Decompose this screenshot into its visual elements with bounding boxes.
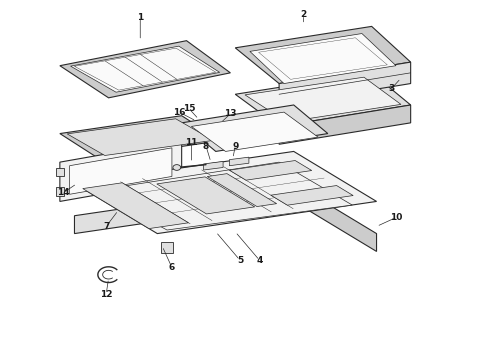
Bar <box>56 187 64 196</box>
Polygon shape <box>60 41 230 98</box>
Text: 15: 15 <box>183 104 195 113</box>
Polygon shape <box>229 157 249 166</box>
Polygon shape <box>74 152 376 234</box>
Text: 2: 2 <box>300 10 307 19</box>
Text: 11: 11 <box>185 138 197 147</box>
Polygon shape <box>60 116 220 158</box>
Text: 1: 1 <box>137 13 144 22</box>
Text: 9: 9 <box>232 141 239 150</box>
Polygon shape <box>182 105 328 152</box>
Polygon shape <box>94 162 352 230</box>
Polygon shape <box>271 185 353 205</box>
Bar <box>161 242 173 252</box>
Text: 12: 12 <box>100 290 112 299</box>
Text: 7: 7 <box>103 222 109 231</box>
Text: 14: 14 <box>57 188 70 197</box>
Polygon shape <box>259 38 388 79</box>
Text: 6: 6 <box>169 263 175 272</box>
Polygon shape <box>157 177 255 214</box>
Polygon shape <box>60 141 182 202</box>
Polygon shape <box>192 112 318 152</box>
Polygon shape <box>229 161 312 180</box>
Polygon shape <box>71 46 220 92</box>
Polygon shape <box>279 105 411 144</box>
Text: 3: 3 <box>388 84 394 93</box>
Polygon shape <box>207 174 277 207</box>
Circle shape <box>173 165 181 170</box>
Polygon shape <box>250 33 396 84</box>
Polygon shape <box>279 62 411 105</box>
Polygon shape <box>235 26 411 84</box>
Text: 4: 4 <box>256 256 263 265</box>
Text: 13: 13 <box>224 109 237 118</box>
Text: 10: 10 <box>390 213 402 222</box>
Polygon shape <box>235 73 411 126</box>
Polygon shape <box>74 48 216 90</box>
Polygon shape <box>294 184 376 251</box>
Text: 16: 16 <box>173 108 186 117</box>
Polygon shape <box>67 119 213 156</box>
Polygon shape <box>83 183 189 229</box>
Bar <box>56 168 64 176</box>
Text: 5: 5 <box>237 256 243 265</box>
Text: 8: 8 <box>203 141 209 150</box>
Polygon shape <box>74 184 294 234</box>
Polygon shape <box>245 77 401 122</box>
Polygon shape <box>203 161 223 170</box>
Polygon shape <box>70 148 172 194</box>
